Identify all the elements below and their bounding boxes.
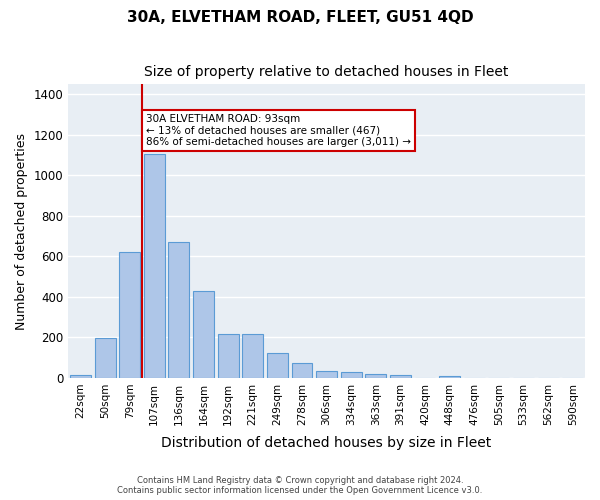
- Bar: [169, 242, 190, 378]
- Text: Contains HM Land Registry data © Crown copyright and database right 2024.
Contai: Contains HM Land Registry data © Crown c…: [118, 476, 482, 495]
- Text: 30A, ELVETHAM ROAD, FLEET, GU51 4QD: 30A, ELVETHAM ROAD, FLEET, GU51 4QD: [127, 10, 473, 25]
- Bar: [119, 252, 140, 378]
- Bar: [95, 338, 116, 378]
- Bar: [292, 362, 313, 378]
- Bar: [193, 291, 214, 378]
- Bar: [390, 376, 411, 378]
- Y-axis label: Number of detached properties: Number of detached properties: [15, 132, 28, 330]
- Bar: [341, 372, 362, 378]
- Bar: [242, 334, 263, 378]
- Bar: [144, 154, 165, 378]
- Bar: [365, 374, 386, 378]
- Bar: [316, 372, 337, 378]
- X-axis label: Distribution of detached houses by size in Fleet: Distribution of detached houses by size …: [161, 436, 492, 450]
- Text: 30A ELVETHAM ROAD: 93sqm
← 13% of detached houses are smaller (467)
86% of semi-: 30A ELVETHAM ROAD: 93sqm ← 13% of detach…: [146, 114, 410, 147]
- Bar: [439, 376, 460, 378]
- Bar: [70, 375, 91, 378]
- Bar: [218, 334, 239, 378]
- Bar: [267, 352, 288, 378]
- Title: Size of property relative to detached houses in Fleet: Size of property relative to detached ho…: [145, 65, 509, 79]
